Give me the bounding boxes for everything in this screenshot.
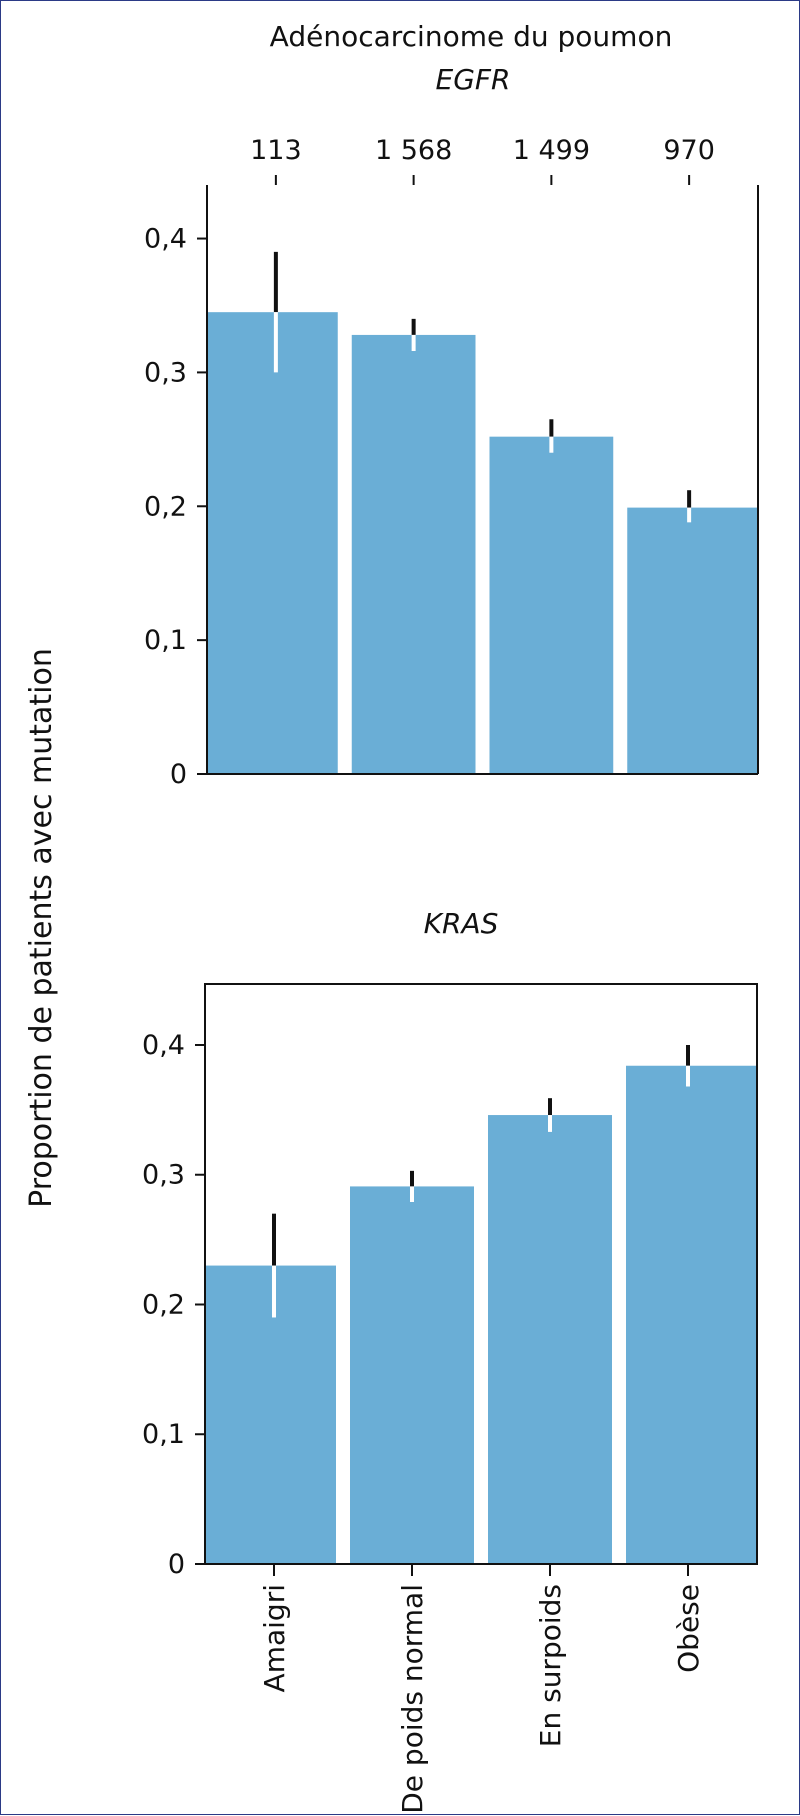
egfr-panel: 0 0,1 0,2 0,3 0,4 113 1 568 1 499 970 — [144, 135, 759, 790]
y-tick-label: 0,3 — [142, 1160, 185, 1191]
bar — [206, 1265, 336, 1564]
y-tick-label: 0 — [170, 759, 187, 790]
x-tick-label: En surpoids — [534, 1584, 567, 1747]
top-tick-label: 1 499 — [513, 135, 590, 166]
y-tick-label: 0,4 — [142, 1030, 185, 1061]
y-axis-label: Proportion de patients avec mutation — [24, 648, 59, 1208]
y-tick-label: 0,2 — [144, 491, 187, 522]
bar — [626, 1065, 756, 1564]
y-tick-label: 0,2 — [142, 1289, 185, 1320]
y-tick-label: 0,1 — [144, 625, 187, 656]
kras-panel: 0 0,1 0,2 0,3 0,4 Amaigri De poids normal En su… — [142, 983, 758, 1814]
bar — [488, 1115, 612, 1564]
x-tick-label: Obèse — [672, 1584, 705, 1673]
bar — [489, 436, 614, 774]
x-tick-label: Amaigri — [258, 1584, 291, 1692]
chart-title: Adénocarcinome du poumon — [270, 20, 673, 53]
top-tick-label: 970 — [663, 135, 715, 166]
y-tick-label: 0,1 — [142, 1419, 185, 1450]
y-tick-label: 0,3 — [144, 357, 187, 388]
plot-frame — [204, 983, 758, 1565]
bar — [627, 507, 757, 774]
y-tick-label: 0,4 — [144, 224, 187, 255]
kras-subtitle: KRAS — [424, 907, 499, 940]
bar — [350, 1186, 474, 1564]
bar — [208, 312, 338, 774]
y-tick-label: 0 — [168, 1549, 185, 1580]
egfr-subtitle: EGFR — [436, 63, 511, 96]
top-tick-label: 1 568 — [375, 135, 452, 166]
x-tick-label: De poids normal — [396, 1584, 429, 1814]
top-tick-label: 113 — [250, 135, 302, 166]
bar — [351, 334, 476, 774]
